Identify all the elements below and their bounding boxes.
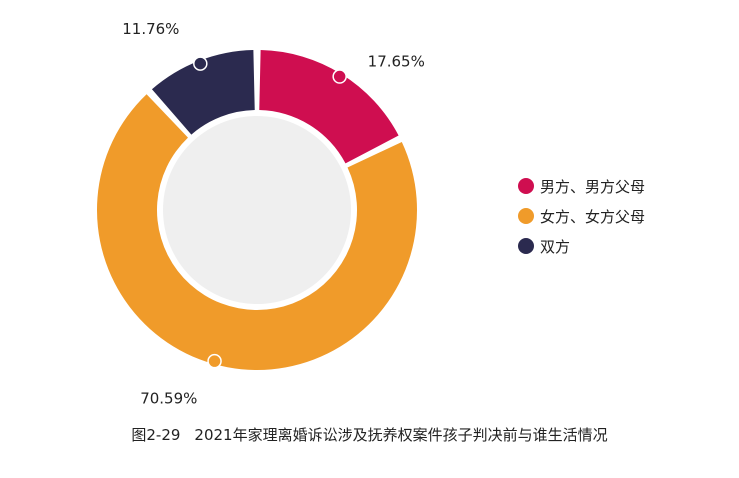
legend-swatch-female-side	[518, 208, 534, 224]
figure-caption: 图2-29 2021年家理离婚诉讼涉及抚养权案件孩子判决前与谁生活情况	[0, 424, 739, 445]
legend-swatch-both-sides	[518, 238, 534, 254]
figure-number: 图2-29	[131, 426, 181, 444]
legend-swatch-male-side	[518, 178, 534, 194]
legend-item-female-side[interactable]: 女方、女方父母	[518, 201, 645, 231]
data-label-female-side: 70.59%	[140, 389, 197, 407]
slice-marker-female-side	[207, 353, 222, 369]
slice-marker-both-sides	[193, 56, 208, 71]
data-label-male-side: 17.65%	[368, 52, 425, 70]
slice-marker-male-side	[332, 69, 347, 84]
data-label-both-sides: 11.76%	[122, 20, 179, 38]
donut-center	[163, 116, 351, 304]
slice-female-side[interactable]	[97, 94, 418, 370]
legend-item-male-side[interactable]: 男方、男方父母	[518, 171, 645, 201]
figure-title: 2021年家理离婚诉讼涉及抚养权案件孩子判决前与谁生活情况	[194, 426, 608, 444]
slice-male-side[interactable]	[259, 50, 399, 164]
chart-legend: 男方、男方父母 女方、女方父母 双方	[518, 171, 645, 261]
legend-item-both-sides[interactable]: 双方	[518, 231, 645, 261]
legend-label-female-side: 女方、女方父母	[540, 207, 646, 226]
legend-label-both-sides: 双方	[540, 237, 571, 256]
legend-label-male-side: 男方、男方父母	[540, 177, 646, 196]
slice-both-sides[interactable]	[151, 50, 255, 135]
